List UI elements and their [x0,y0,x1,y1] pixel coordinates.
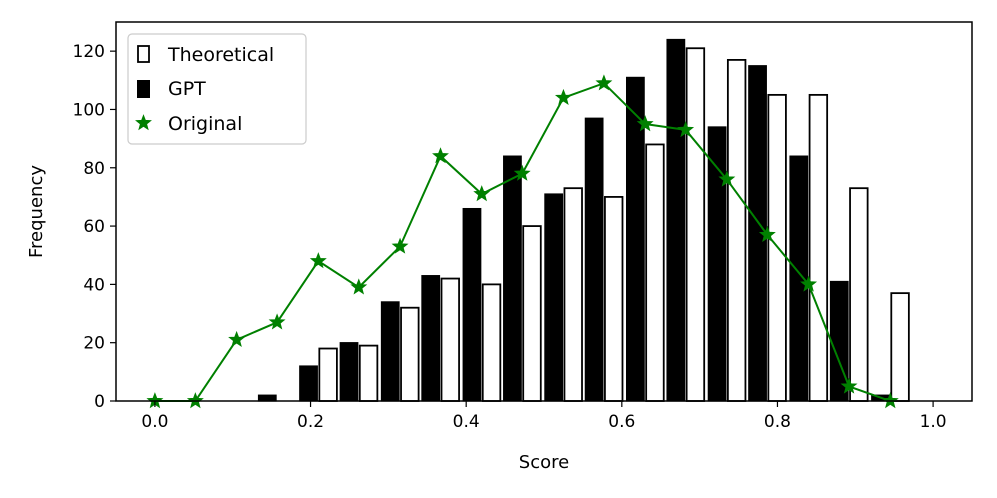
original-point-9 [513,164,531,181]
y-tick-label-0: 0 [94,392,105,412]
original-point-6 [391,237,409,254]
original-point-8 [473,185,491,202]
bar-theoretical-10 [563,187,583,402]
bar-theoretical-14 [726,59,747,402]
y-tick-label-3: 60 [83,217,105,237]
bar-theoretical-9 [522,225,542,402]
original-point-17 [840,377,858,394]
bar-gpt-7 [421,275,441,402]
original-point-12 [636,115,654,132]
legend-swatch-gpt [137,80,150,98]
bar-gpt-9 [503,155,522,402]
x-tick-label-4: 0.8 [764,412,791,432]
legend-swatch-theoretical [137,45,150,63]
original-point-4 [309,252,327,269]
x-tick-label-3: 0.6 [608,412,635,432]
y-tick-label-6: 120 [73,42,105,62]
bars [257,38,910,402]
legend-label-original: Original [168,113,242,135]
bar-gpt-3 [257,394,277,402]
bar-theoretical-4 [318,347,338,402]
bar-gpt-10 [544,193,564,402]
bar-gpt-4 [299,365,318,402]
original-point-13 [677,120,695,138]
bar-theoretical-13 [685,47,706,402]
legend-box [127,33,307,145]
y-tick-label-2: 40 [83,275,105,295]
original-point-16 [800,275,818,292]
original-line-series [146,74,899,409]
y-tick-label-1: 20 [83,334,105,354]
y-tick-label-4: 80 [83,159,105,179]
bar-theoretical-8 [481,283,502,402]
bar-theoretical-6 [400,306,420,402]
bar-gpt-11 [584,117,604,402]
bar-theoretical-18 [890,292,910,402]
bar-theoretical-12 [645,143,665,402]
original-point-10 [554,88,572,106]
original-point-3 [268,313,286,330]
bar-gpt-6 [380,301,400,402]
original-point-2 [228,330,246,347]
bar-gpt-13 [666,38,686,402]
legend-label-gpt: GPT [168,78,206,100]
legend-marker-original [135,114,152,131]
bar-theoretical-5 [358,344,379,402]
tick-labels: 0.0 0.2 0.4 0.6 0.8 1.0 0 20 40 60 80 100 120 [73,42,947,432]
legend: Theoretical GPT Original [127,33,307,145]
bar-gpt-5 [339,342,359,402]
original-point-15 [758,225,776,243]
x-tick-label-1: 0.2 [297,412,324,432]
y-axis-label: Frequency [26,165,47,258]
x-tick-label-5: 1.0 [920,412,947,432]
y-tick-label-5: 100 [73,100,105,120]
bar-gpt-8 [462,207,482,402]
original-point-11 [595,74,613,91]
x-tick-label-0: 0.0 [141,412,168,432]
x-tick-label-2: 0.4 [453,412,480,432]
legend-label-theoretical: Theoretical [167,44,274,66]
bar-theoretical-11 [604,196,624,402]
original-point-5 [350,278,368,295]
bar-theoretical-7 [440,277,460,402]
plot-frame [115,21,973,402]
x-axis-label: Score [519,452,569,473]
original-point-14 [718,170,736,187]
bar-theoretical-17 [849,187,869,402]
bar-theoretical-16 [808,93,829,402]
original-point-7 [432,147,449,164]
bar-gpt-17 [829,280,849,402]
